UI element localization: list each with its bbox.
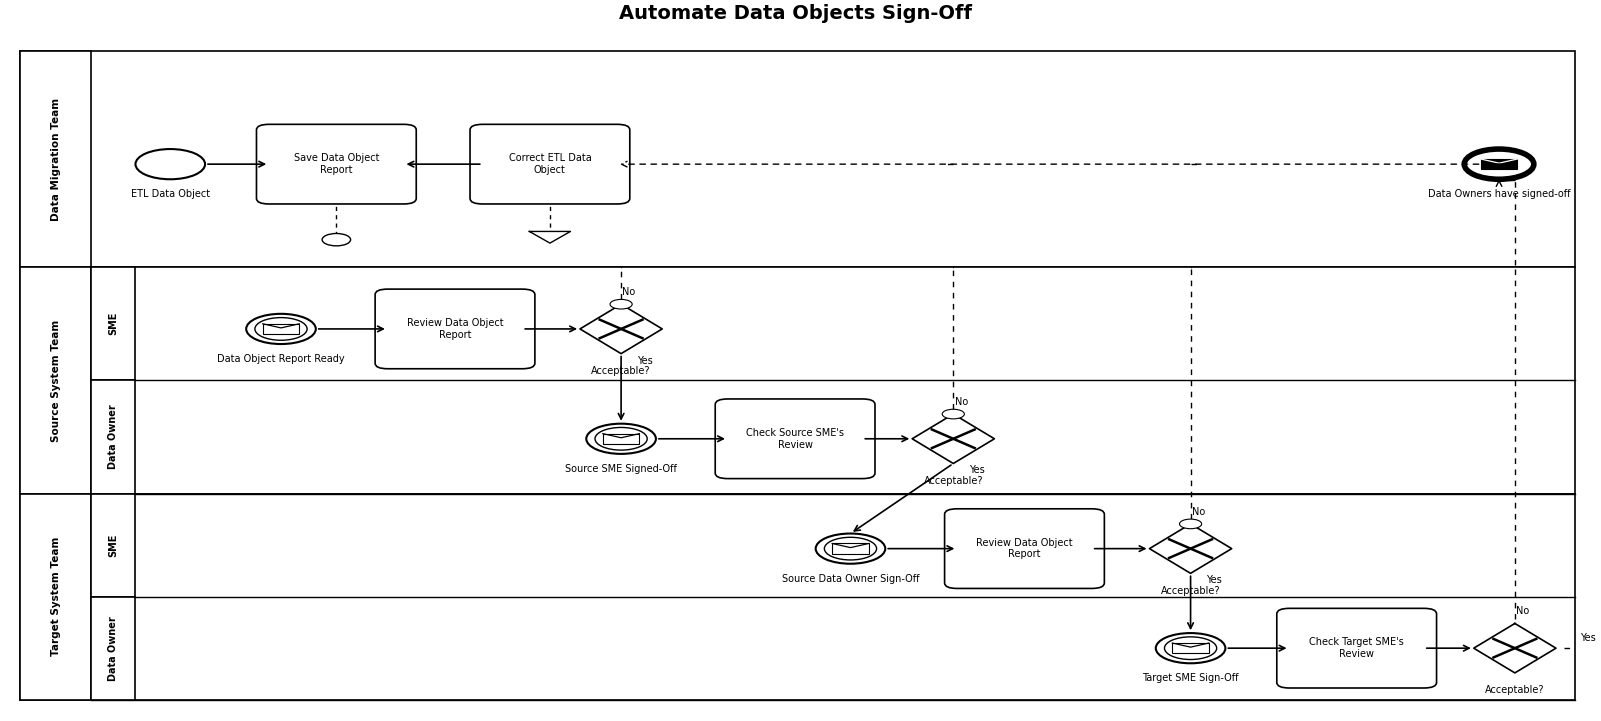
FancyBboxPatch shape (945, 509, 1105, 588)
Text: Review Data Object
Report: Review Data Object Report (407, 318, 503, 340)
Polygon shape (580, 304, 663, 353)
FancyBboxPatch shape (19, 51, 1575, 267)
Title: Automate Data Objects Sign-Off: Automate Data Objects Sign-Off (618, 4, 972, 23)
Text: Yes: Yes (637, 355, 653, 366)
Text: Data Owner: Data Owner (109, 616, 118, 681)
Circle shape (596, 428, 647, 450)
FancyBboxPatch shape (91, 494, 136, 597)
Polygon shape (530, 231, 570, 243)
Text: Data Object Report Ready: Data Object Report Ready (218, 354, 344, 364)
Text: Yes: Yes (969, 465, 985, 475)
Text: No: No (954, 397, 969, 407)
FancyBboxPatch shape (1481, 159, 1518, 169)
Circle shape (943, 410, 964, 419)
Circle shape (586, 424, 656, 454)
FancyBboxPatch shape (91, 381, 136, 494)
Text: Check Source SME's
Review: Check Source SME's Review (746, 428, 844, 450)
Text: SME: SME (109, 312, 118, 335)
FancyBboxPatch shape (263, 324, 299, 334)
Text: ETL Data Object: ETL Data Object (131, 190, 210, 200)
FancyBboxPatch shape (19, 267, 1575, 494)
FancyBboxPatch shape (833, 544, 869, 554)
Circle shape (815, 534, 885, 564)
FancyBboxPatch shape (256, 124, 416, 204)
Text: No: No (1191, 507, 1206, 516)
FancyBboxPatch shape (19, 494, 1575, 699)
Text: Save Data Object
Report: Save Data Object Report (293, 154, 379, 175)
Circle shape (1180, 519, 1202, 528)
FancyBboxPatch shape (19, 494, 91, 699)
Text: Acceptable?: Acceptable? (924, 476, 983, 486)
Text: Source SME Signed-Off: Source SME Signed-Off (565, 464, 677, 474)
Text: Source System Team: Source System Team (51, 319, 61, 441)
FancyBboxPatch shape (19, 267, 91, 494)
Text: Data Migration Team: Data Migration Team (51, 97, 61, 221)
Text: Source Data Owner Sign-Off: Source Data Owner Sign-Off (781, 574, 919, 584)
Text: No: No (1516, 606, 1529, 616)
Text: Review Data Object
Report: Review Data Object Report (977, 538, 1073, 559)
Text: Target SME Sign-Off: Target SME Sign-Off (1143, 673, 1239, 684)
FancyBboxPatch shape (375, 289, 535, 368)
Text: Check Target SME's
Review: Check Target SME's Review (1310, 637, 1404, 659)
Circle shape (825, 537, 877, 560)
FancyBboxPatch shape (1172, 643, 1209, 653)
Text: Yes: Yes (1207, 575, 1222, 585)
Text: Acceptable?: Acceptable? (1486, 685, 1545, 695)
Polygon shape (1150, 524, 1231, 573)
Text: Data Owner: Data Owner (109, 404, 118, 469)
Text: Correct ETL Data
Object: Correct ETL Data Object (509, 154, 591, 175)
Text: Data Owners have signed-off: Data Owners have signed-off (1428, 190, 1571, 200)
Circle shape (322, 234, 351, 246)
FancyBboxPatch shape (716, 399, 876, 479)
FancyBboxPatch shape (604, 433, 639, 444)
Text: Acceptable?: Acceptable? (1161, 585, 1220, 596)
Text: Acceptable?: Acceptable? (591, 366, 652, 376)
Circle shape (1156, 633, 1225, 663)
Circle shape (610, 299, 632, 309)
Polygon shape (1475, 624, 1556, 673)
Text: Yes: Yes (1580, 633, 1596, 643)
Text: SME: SME (109, 534, 118, 557)
FancyBboxPatch shape (91, 267, 136, 381)
Circle shape (1465, 149, 1534, 180)
Circle shape (136, 149, 205, 180)
Circle shape (247, 314, 315, 344)
FancyBboxPatch shape (471, 124, 629, 204)
FancyBboxPatch shape (19, 51, 91, 267)
Text: Target System Team: Target System Team (51, 537, 61, 656)
Circle shape (255, 318, 307, 340)
FancyBboxPatch shape (1276, 609, 1436, 688)
FancyBboxPatch shape (91, 597, 136, 699)
Polygon shape (913, 414, 994, 464)
Circle shape (1164, 637, 1217, 660)
Text: No: No (623, 287, 636, 297)
